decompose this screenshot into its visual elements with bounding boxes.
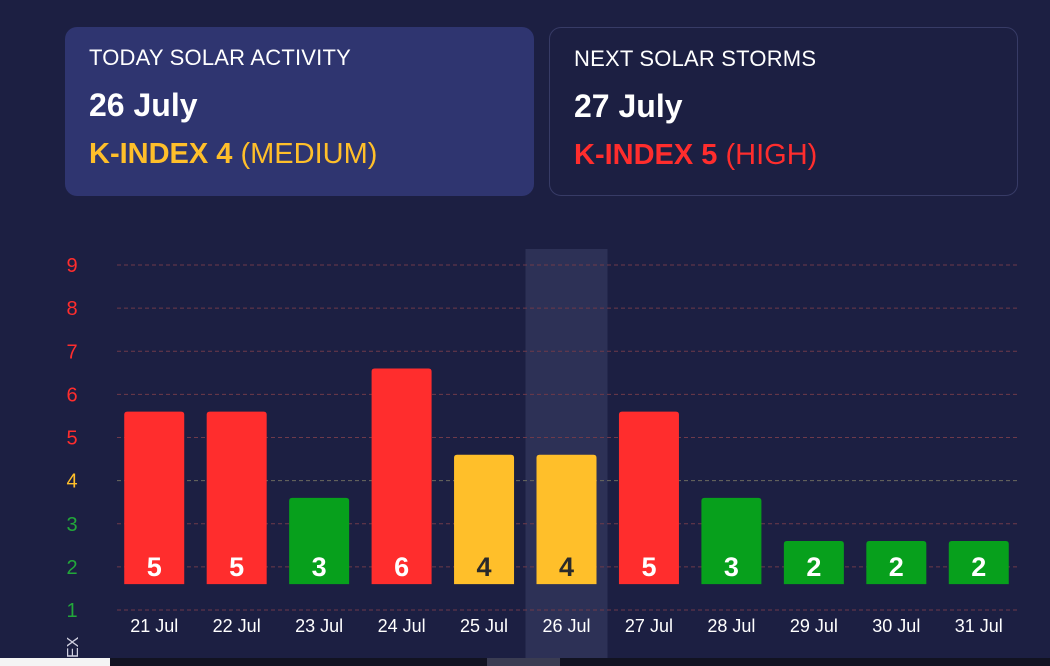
y-tick-label-7: 7 bbox=[66, 341, 77, 363]
bar-26-jul bbox=[536, 454, 597, 585]
bar-31-jul bbox=[948, 541, 1009, 585]
y-tick-label-1: 1 bbox=[66, 600, 77, 622]
bar-value-label-22-jul: 5 bbox=[229, 552, 244, 582]
x-tick-label-24-jul: 24 Jul bbox=[378, 616, 426, 636]
bar-value-label-23-jul: 3 bbox=[312, 552, 327, 582]
bar-28-jul bbox=[701, 497, 762, 585]
bar-value-label-21-jul: 5 bbox=[147, 552, 162, 582]
bar-21-jul bbox=[124, 411, 185, 585]
y-tick-label-3: 3 bbox=[66, 514, 77, 536]
x-tick-label-25-jul: 25 Jul bbox=[460, 616, 508, 636]
bar-30-jul bbox=[866, 541, 927, 585]
y-tick-label-2: 2 bbox=[66, 557, 77, 579]
x-tick-label-26-jul: 26 Jul bbox=[542, 616, 590, 636]
y-tick-label-9: 9 bbox=[66, 255, 77, 277]
horizontal-scrollbar-thumb[interactable] bbox=[487, 658, 560, 666]
x-tick-label-29-jul: 29 Jul bbox=[790, 616, 838, 636]
highlight-column bbox=[525, 249, 608, 659]
today-card-kindex: K-INDEX 4 bbox=[89, 138, 233, 170]
x-tick-label-31-jul: 31 Jul bbox=[955, 616, 1003, 636]
today-card-level: (MEDIUM) bbox=[240, 138, 378, 170]
x-tick-label-22-jul: 22 Jul bbox=[213, 616, 261, 636]
next-card-level: (HIGH) bbox=[725, 139, 818, 171]
bar-22-jul bbox=[206, 411, 267, 585]
next-card-label: NEXT SOLAR STORMS bbox=[574, 46, 817, 71]
y-axis-label: EX bbox=[65, 636, 82, 658]
bar-29-jul bbox=[783, 541, 844, 585]
today-card-kindex-line: K-INDEX 4 (MEDIUM) bbox=[89, 138, 510, 171]
bar-25-jul bbox=[454, 454, 515, 585]
bar-value-label-25-jul: 4 bbox=[477, 552, 492, 582]
x-tick-label-21-jul: 21 Jul bbox=[130, 616, 178, 636]
bar-value-label-29-jul: 2 bbox=[806, 552, 821, 582]
x-tick-label-28-jul: 28 Jul bbox=[707, 616, 755, 636]
y-tick-label-6: 6 bbox=[66, 384, 77, 406]
x-tick-label-23-jul: 23 Jul bbox=[295, 616, 343, 636]
bar-24-jul bbox=[371, 368, 432, 585]
x-tick-label-27-jul: 27 Jul bbox=[625, 616, 673, 636]
bar-value-label-26-jul: 4 bbox=[559, 552, 574, 582]
next-card-date: 27 July bbox=[574, 88, 683, 124]
bar-value-label-31-jul: 2 bbox=[971, 552, 986, 582]
corner-panel bbox=[0, 658, 110, 666]
today-card-label: TODAY SOLAR ACTIVITY bbox=[89, 45, 351, 70]
bar-23-jul bbox=[289, 497, 350, 585]
today-solar-activity-card: TODAY SOLAR ACTIVITY 26 July K-INDEX 4 (… bbox=[65, 27, 534, 196]
y-tick-label-8: 8 bbox=[66, 298, 77, 320]
x-tick-label-30-jul: 30 Jul bbox=[872, 616, 920, 636]
next-card-kindex-line: K-INDEX 5 (HIGH) bbox=[574, 139, 993, 172]
y-tick-label-5: 5 bbox=[66, 428, 77, 450]
today-card-date: 26 July bbox=[89, 87, 198, 123]
bar-value-label-27-jul: 5 bbox=[641, 552, 656, 582]
bar-value-label-28-jul: 3 bbox=[724, 552, 739, 582]
next-card-kindex: K-INDEX 5 bbox=[574, 139, 718, 171]
next-solar-storms-card: NEXT SOLAR STORMS 27 July K-INDEX 5 (HIG… bbox=[549, 27, 1018, 196]
bar-27-jul bbox=[618, 411, 679, 585]
bar-value-label-24-jul: 6 bbox=[394, 552, 409, 582]
y-tick-label-4: 4 bbox=[66, 471, 77, 493]
bar-value-label-30-jul: 2 bbox=[889, 552, 904, 582]
